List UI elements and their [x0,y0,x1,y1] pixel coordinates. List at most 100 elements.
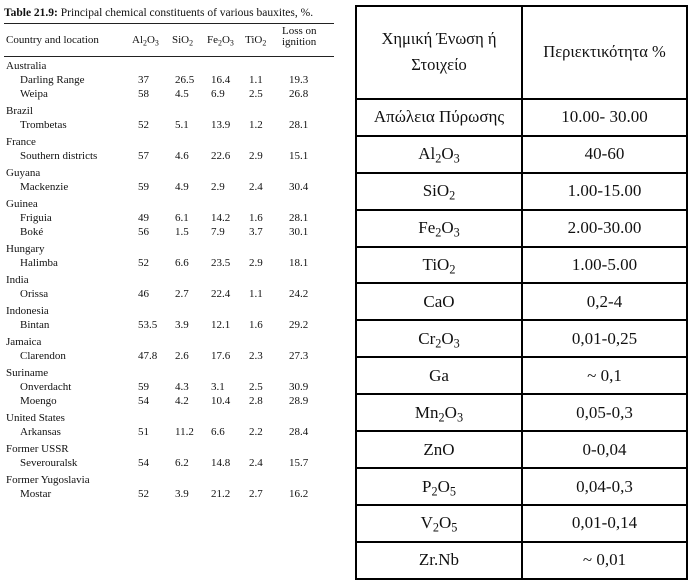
compound-name: SiO2 [357,173,521,209]
table-row: Severouralsk 54 6.2 14.8 2.4 15.7 [4,457,340,471]
country-name: Australia [6,60,47,72]
value-sio2: 4.9 [175,181,189,193]
table-row: V2O5 0,01-0,14 [357,505,686,541]
value-al2o3: 59 [138,181,149,193]
composition-grid: Χημική Ένωση ή Στοιχείο Περιεκτικότητα % … [355,5,688,580]
value-loss: 15.1 [289,150,309,162]
value-al2o3: 59 [138,381,149,393]
table-row: Mackenzie 59 4.9 2.9 2.4 30.4 [4,181,340,195]
content-range: 1.00-5.00 [523,247,686,283]
value-fe2o3: 6.6 [211,426,225,438]
header-country: Country and location [6,34,99,46]
content-range: ~ 0,1 [523,358,686,394]
table-row: Darling Range 37 26.5 16.4 1.1 19.3 [4,74,340,88]
value-sio2: 6.6 [175,257,189,269]
country-group: India [4,271,340,288]
value-fe2o3: 7.9 [211,226,225,238]
table-row: Orissa 46 2.7 22.4 1.1 24.2 [4,288,340,302]
header-al2o3: Al2O3 [132,34,159,48]
content-range: 0,01-0,25 [523,321,686,357]
value-al2o3: 37 [138,74,149,86]
compound-name: V2O5 [357,505,521,541]
compound-name: Απώλεια Πύρωσης [357,99,521,135]
value-tio2: 2.8 [249,395,263,407]
value-sio2: 1.5 [175,226,189,238]
country-name: India [6,274,29,286]
header-row: Χημική Ένωση ή Στοιχείο Περιεκτικότητα % [357,7,686,98]
content-range: 0,04-0,3 [523,469,686,504]
value-tio2: 1.2 [249,119,263,131]
value-fe2o3: 17.6 [211,350,231,362]
value-loss: 28.9 [289,395,309,407]
value-fe2o3: 14.2 [211,212,231,224]
table-row: Al2O3 40-60 [357,136,686,172]
compound-name: Cr2O3 [357,321,521,357]
value-loss: 19.3 [289,74,309,86]
value-fe2o3: 22.4 [211,288,231,300]
location-name: Moengo [20,395,57,407]
value-loss: 18.1 [289,257,309,269]
value-loss: 30.9 [289,381,309,393]
top-rule [4,23,334,24]
location-name: Clarendon [20,350,66,362]
country-name: Jamaica [6,336,42,348]
value-loss: 30.1 [289,226,309,238]
value-al2o3: 54 [138,457,149,469]
country-name: Indonesia [6,305,49,317]
table-row: Bintan 53.5 3.9 12.1 1.6 29.2 [4,319,340,333]
value-al2o3: 49 [138,212,149,224]
value-loss: 26.8 [289,88,309,100]
content-range: 0-0,04 [523,432,686,468]
value-al2o3: 52 [138,119,149,131]
header-content: Περιεκτικότητα % [523,7,686,98]
value-sio2: 4.2 [175,395,189,407]
value-fe2o3: 22.6 [211,150,231,162]
location-name: Bintan [20,319,50,331]
table-row: Moengo 54 4.2 10.4 2.8 28.9 [4,395,340,409]
table-header: Country and location Al2O3 SiO2 Fe2O3 Ti… [4,24,340,56]
value-sio2: 4.5 [175,88,189,100]
value-sio2: 26.5 [175,74,195,86]
compound-name: ZnO [357,432,521,468]
value-fe2o3: 12.1 [211,319,231,331]
table-row: Weipa 58 4.5 6.9 2.5 26.8 [4,88,340,102]
value-fe2o3: 10.4 [211,395,231,407]
value-tio2: 1.1 [249,74,263,86]
value-al2o3: 58 [138,88,149,100]
location-name: Weipa [20,88,48,100]
value-tio2: 1.1 [249,288,263,300]
value-loss: 16.2 [289,488,309,500]
value-sio2: 2.7 [175,288,189,300]
table-body: Australia Darling Range 37 26.5 16.4 1.1 19.3 W… [4,57,340,502]
location-name: Darling Range [20,74,85,86]
compound-name: Ga [357,358,521,394]
country-name: Hungary [6,243,45,255]
value-sio2: 3.9 [175,319,189,331]
value-fe2o3: 13.9 [211,119,231,131]
value-al2o3: 52 [138,488,149,500]
table-row: CaO 0,2-4 [357,284,686,320]
country-group: Indonesia [4,302,340,319]
country-group: Australia [4,57,340,74]
value-loss: 30.4 [289,181,309,193]
value-tio2: 2.9 [249,257,263,269]
header-sio2: SiO2 [172,34,194,48]
header-rule [4,56,334,57]
compound-name: Zr.Nb [357,542,521,578]
value-tio2: 3.7 [249,226,263,238]
value-al2o3: 46 [138,288,149,300]
content-range: 2.00-30.00 [523,210,686,246]
table-row: Clarendon 47.8 2.6 17.6 2.3 27.3 [4,350,340,364]
value-fe2o3: 16.4 [211,74,231,86]
value-sio2: 6.1 [175,212,189,224]
value-fe2o3: 3.1 [211,381,225,393]
table-row: Boké 56 1.5 7.9 3.7 30.1 [4,226,340,240]
compound-name: TiO2 [357,247,521,283]
caption-label: Table 21.9: [4,7,58,19]
table-row: Απώλεια Πύρωσης 10.00- 30.00 [357,99,686,135]
value-fe2o3: 14.8 [211,457,231,469]
country-group: Brazil [4,102,340,119]
table-row: Trombetas 52 5.1 13.9 1.2 28.1 [4,119,340,133]
table-caption: Table 21.9: Principal chemical constitue… [4,6,340,20]
country-name: Former Yugoslavia [6,474,90,486]
